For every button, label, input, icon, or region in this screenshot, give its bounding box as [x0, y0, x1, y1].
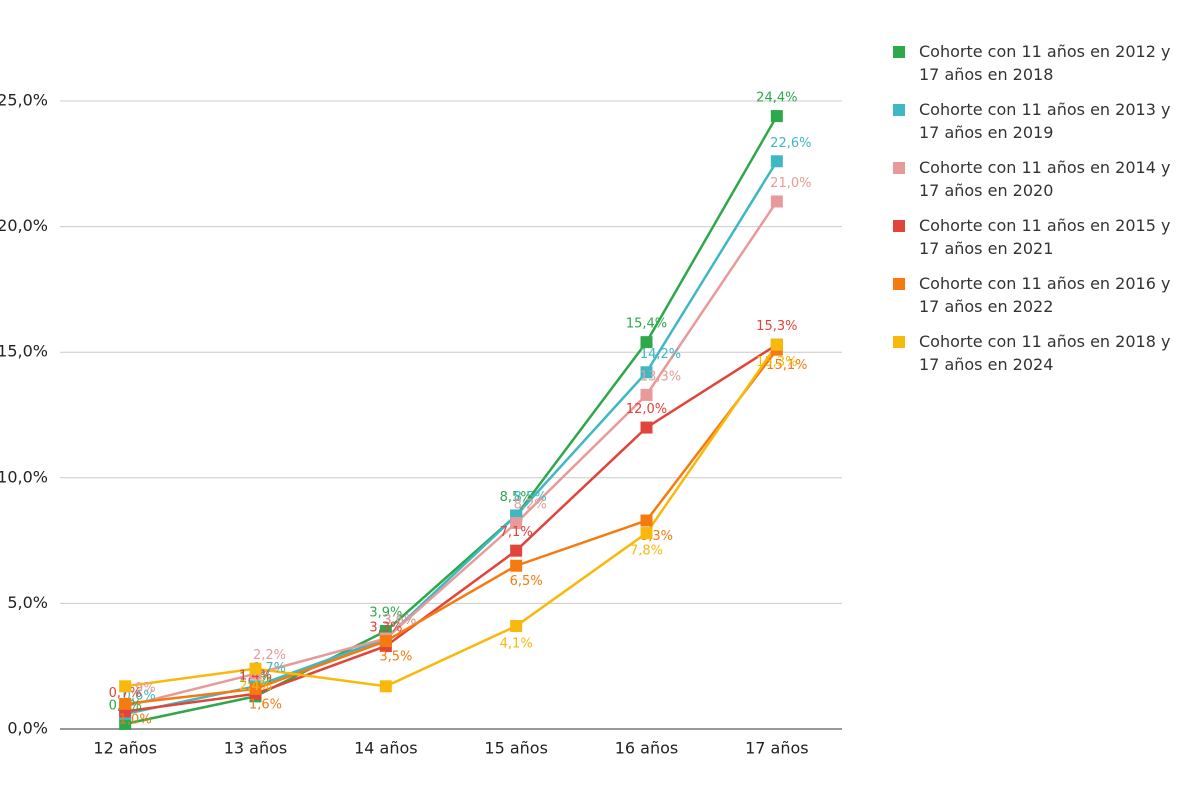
x-tick-label: 14 años: [354, 739, 418, 758]
marker: [249, 662, 262, 675]
y-tick-label: 0,0%: [7, 719, 48, 738]
legend-item: Cohorte con 11 años en 2016 y 17 años en…: [890, 272, 1190, 318]
data-label: 8,2%: [514, 498, 547, 513]
marker: [640, 421, 653, 434]
marker: [119, 717, 132, 730]
marker: [119, 680, 132, 693]
legend: Cohorte con 11 años en 2012 y 17 años en…: [890, 40, 1190, 388]
legend-swatch: [893, 46, 905, 58]
chart: 0,0% 5,0% 10,0% 15,0% 20,0% 25,0% 12 años 13 añ…: [0, 91, 842, 758]
legend-label: Cohorte con 11 años en 2015 y 17 años en…: [919, 216, 1171, 258]
data-label: 3,3%: [369, 621, 402, 636]
legend-label: Cohorte con 11 años en 2018 y 17 años en…: [919, 332, 1171, 374]
data-label: 2,2%: [253, 648, 286, 663]
y-tick-label: 5,0%: [7, 593, 48, 612]
data-label: 22,6%: [770, 136, 811, 151]
marker: [510, 517, 523, 530]
marker: [640, 527, 653, 540]
data-label: 24,4%: [756, 91, 797, 106]
data-label: 1,4%: [239, 668, 272, 683]
marker: [640, 388, 653, 401]
marker: [770, 338, 783, 351]
marker: [510, 559, 523, 572]
marker: [510, 620, 523, 633]
legend-swatch: [893, 278, 905, 290]
legend-item: Cohorte con 11 años en 2012 y 17 años en…: [890, 40, 1190, 86]
data-label: 7,1%: [500, 525, 533, 540]
y-tick-label: 25,0%: [0, 91, 48, 110]
y-tick-label: 15,0%: [0, 342, 48, 361]
data-label: 3,6%: [383, 613, 416, 628]
legend-label: Cohorte con 11 años en 2016 y 17 años en…: [919, 274, 1171, 316]
data-label: 21,0%: [770, 176, 811, 191]
legend-item: Cohorte con 11 años en 2014 y 17 años en…: [890, 156, 1190, 202]
legend-swatch: [893, 336, 905, 348]
legend-label: Cohorte con 11 años en 2013 y 17 años en…: [919, 100, 1171, 142]
data-label: 15,4%: [626, 317, 667, 332]
marker: [640, 336, 653, 349]
data-label: 15,3%: [756, 355, 797, 370]
series-line: [124, 115, 778, 726]
legend-item: Cohorte con 11 años en 2015 y 17 años en…: [890, 214, 1190, 260]
data-label: 0,7%: [109, 686, 142, 701]
y-tick-label: 10,0%: [0, 467, 48, 486]
x-tick-label: 17 años: [745, 739, 809, 758]
x-tick-label: 15 años: [484, 739, 548, 758]
data-label: 2,4%: [239, 679, 272, 694]
legend-swatch: [893, 162, 905, 174]
marker: [249, 682, 262, 695]
marker: [119, 697, 132, 710]
data-label: 1,6%: [249, 697, 282, 712]
legend-label: Cohorte con 11 años en 2014 y 17 años en…: [919, 158, 1171, 200]
legend-item: Cohorte con 11 años en 2018 y 17 años en…: [890, 330, 1190, 376]
data-label: 1,0%: [119, 712, 152, 727]
data-label: 8,5%: [514, 490, 547, 505]
legend-swatch: [893, 104, 905, 116]
series-line: [124, 343, 778, 713]
data-label: 13,3%: [640, 369, 681, 384]
data-label: 8,5%: [500, 490, 533, 505]
x-tick-label: 16 años: [615, 739, 679, 758]
data-label: 14,2%: [640, 347, 681, 362]
marker: [640, 514, 653, 527]
data-label: 6,5%: [510, 574, 543, 589]
data-label: 7,8%: [630, 544, 663, 559]
series-line: [124, 160, 778, 716]
marker: [119, 705, 132, 718]
legend-item: Cohorte con 11 años en 2013 y 17 años en…: [890, 98, 1190, 144]
series-line: [124, 200, 778, 708]
marker: [510, 509, 523, 522]
marker: [379, 635, 392, 648]
data-label: 3,6%: [383, 613, 416, 628]
series-line: [125, 348, 778, 706]
marker: [379, 680, 392, 693]
marker: [770, 110, 783, 123]
marker: [770, 195, 783, 208]
series-line: [124, 343, 778, 688]
data-label: 4,1%: [500, 637, 533, 652]
data-label: 15,3%: [756, 319, 797, 334]
marker: [770, 155, 783, 168]
data-label: 15,1%: [766, 358, 807, 373]
x-tick-label: 12 años: [93, 739, 157, 758]
data-label: 12,0%: [626, 402, 667, 417]
x-tick-label: 13 años: [224, 739, 288, 758]
y-tick-label: 20,0%: [0, 216, 48, 235]
data-label: 3,5%: [379, 650, 412, 665]
marker: [640, 366, 653, 379]
legend-swatch: [893, 220, 905, 232]
legend-label: Cohorte con 11 años en 2012 y 17 años en…: [919, 42, 1171, 84]
marker: [510, 544, 523, 557]
data-label: 3,9%: [369, 606, 402, 621]
